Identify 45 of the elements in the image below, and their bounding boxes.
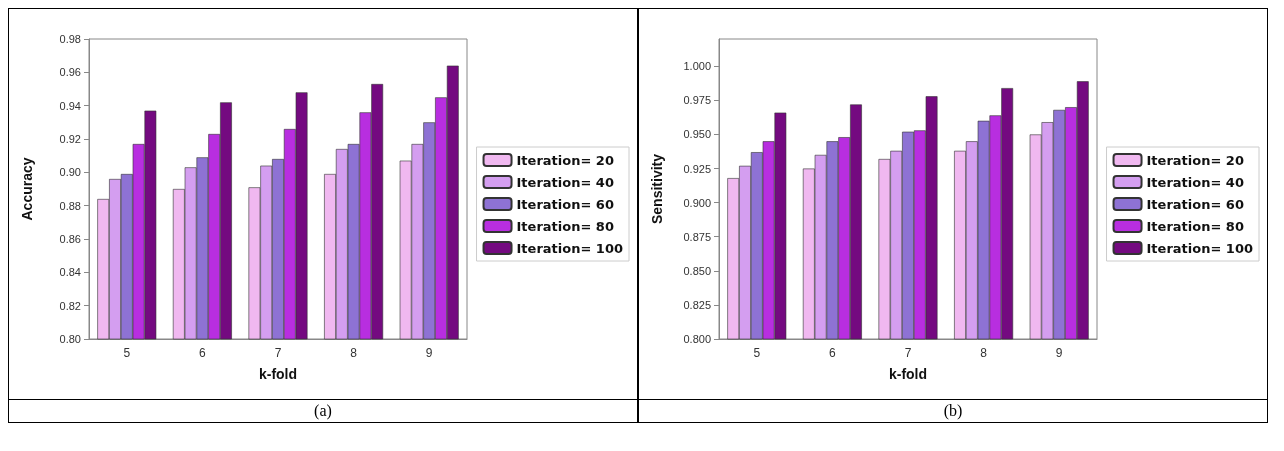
legend-label: Iteration= 100 (1146, 240, 1254, 256)
x-tick-label: 8 (350, 346, 358, 360)
text: (b) (943, 402, 963, 419)
legend-label: Iteration= 80 (1146, 218, 1244, 234)
x-tick-label: 9 (425, 346, 433, 360)
y-tick-label: 0.80 (59, 333, 81, 345)
y-tick-label: 1.000 (683, 60, 711, 73)
y-tick-label: 0.850 (683, 264, 711, 277)
y-tick-label: 0.94 (59, 99, 81, 112)
y-tick-label: 0.975 (683, 94, 711, 107)
y-tick-label: 0.950 (683, 128, 711, 141)
x-axis-title: k-fold (258, 366, 298, 382)
x-axis-title: k-fold (888, 366, 928, 382)
x-tick-label: 8 (980, 346, 988, 360)
y-tick-label: 0.86 (59, 233, 81, 245)
y-tick-label: 0.875 (683, 230, 711, 243)
y-tick-label: 0.98 (59, 33, 81, 45)
y-tick-label: 0.96 (59, 66, 81, 79)
legend-label: Iteration= 80 (516, 218, 614, 234)
y-tick-label: 0.88 (59, 199, 81, 212)
legend-label: Iteration= 60 (516, 196, 614, 212)
y-tick-label: 0.82 (59, 299, 81, 312)
legend-label: Iteration= 40 (516, 174, 614, 190)
y-tick-label: 0.800 (683, 333, 711, 345)
legend-label: Iteration= 100 (516, 240, 624, 256)
x-tick-label: 5 (123, 346, 131, 360)
y-tick-label: 0.925 (683, 162, 711, 175)
y-axis-title: Sensitivity (649, 153, 665, 225)
y-tick-label: 0.825 (683, 298, 711, 311)
y-tick-label: 0.84 (59, 266, 81, 279)
legend-label: Iteration= 20 (1146, 152, 1244, 168)
text: (a) (314, 402, 332, 419)
legend-label: Iteration= 20 (516, 152, 614, 168)
x-tick-label: 6 (829, 346, 837, 360)
y-tick-label: 0.900 (683, 196, 711, 209)
x-tick-label: 6 (199, 346, 207, 360)
x-tick-label: 7 (904, 346, 912, 360)
y-tick-label: 0.92 (59, 133, 81, 145)
y-tick-label: 0.90 (59, 166, 81, 179)
x-tick-label: 5 (753, 346, 761, 360)
x-tick-label: 7 (274, 346, 282, 360)
x-tick-label: 9 (1055, 346, 1063, 360)
legend-label: Iteration= 60 (1146, 196, 1244, 212)
y-axis-title: Accuracy (19, 157, 35, 221)
legend-label: Iteration= 40 (1146, 174, 1244, 190)
